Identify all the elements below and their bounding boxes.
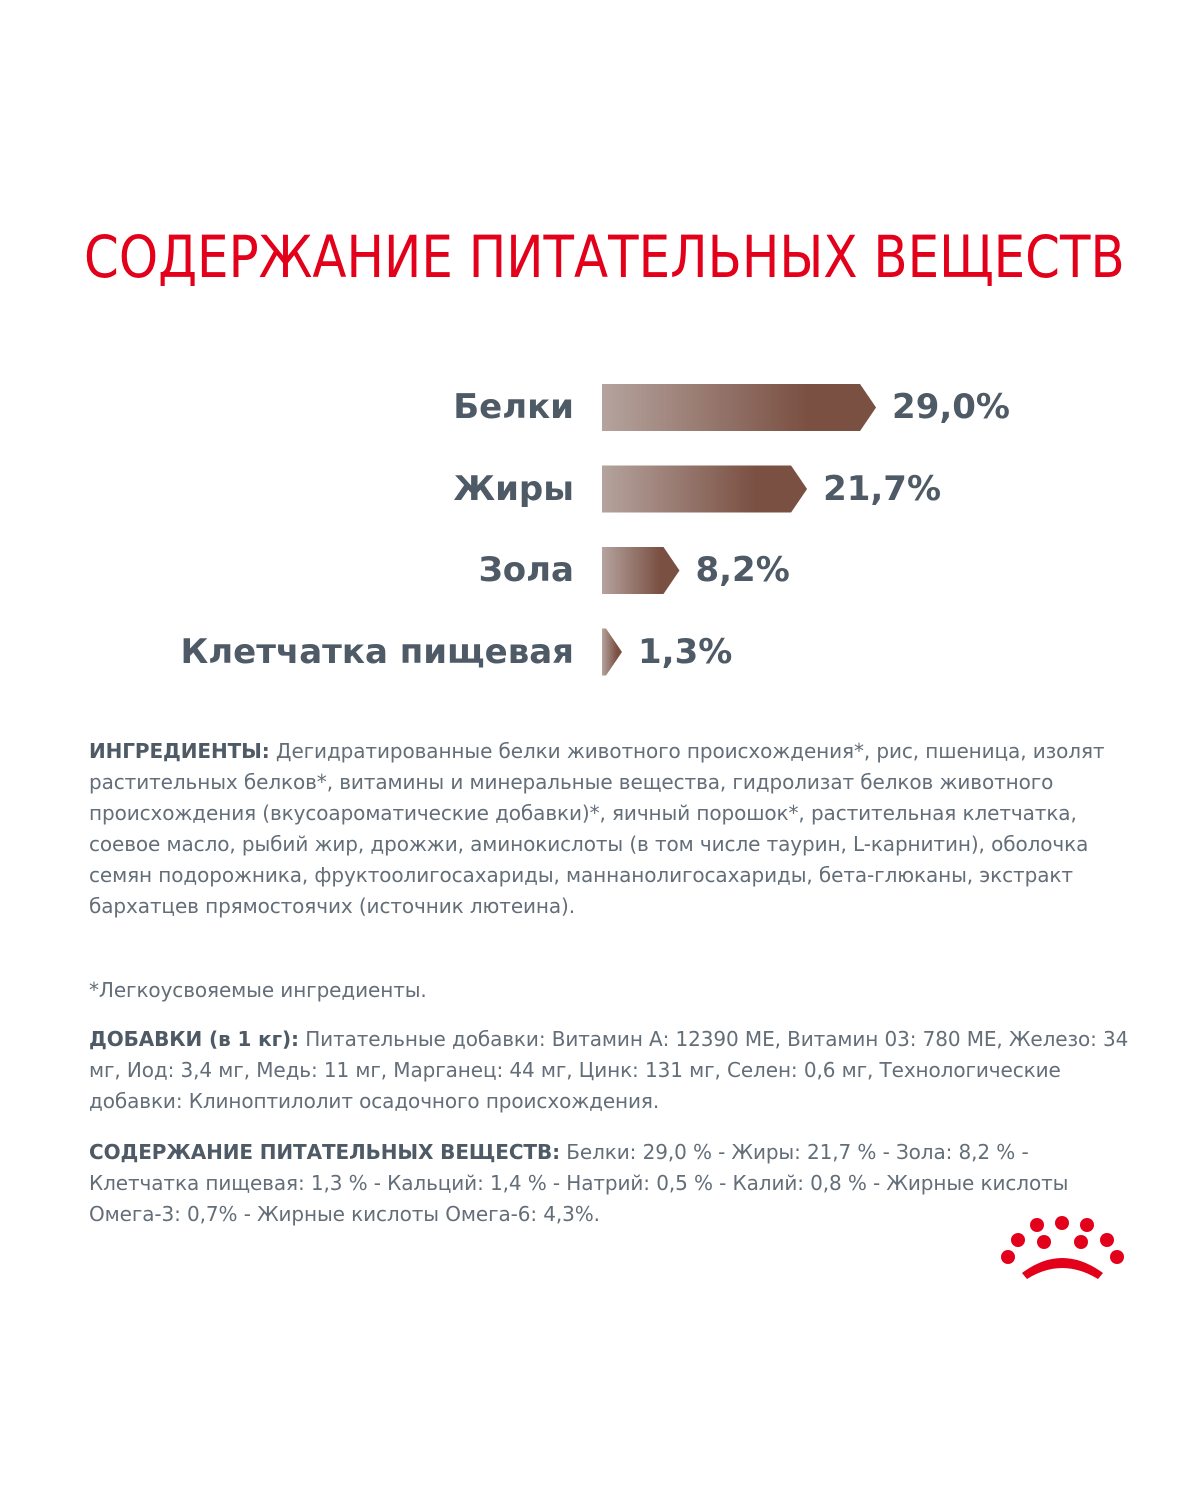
bar-label-4: Клетчатка пищевая bbox=[180, 631, 574, 672]
bar-label-3: Зола bbox=[478, 550, 574, 590]
additives-text: Питательные добавки: Витамин А: 12390 МЕ… bbox=[89, 1027, 1129, 1113]
nutrients-paragraph: СОДЕРЖАНИЕ ПИТАТЕЛЬНЫХ ВЕЩЕСТВ: Белки: 2… bbox=[89, 1137, 1129, 1230]
royal-canin-crown-icon bbox=[1001, 1216, 1124, 1279]
bar-4 bbox=[602, 628, 622, 676]
nutrients-label: СОДЕРЖАНИЕ ПИТАТЕЛЬНЫХ ВЕЩЕСТВ: bbox=[89, 1140, 561, 1164]
additives-label: ДОБАВКИ (в 1 кг): bbox=[89, 1027, 299, 1051]
bar-value-4: 1,3% bbox=[638, 631, 733, 672]
ingredients-paragraph: ИНГРЕДИЕНТЫ: Дегидратированные белки жив… bbox=[89, 736, 1129, 922]
bar-label-1: Белки bbox=[453, 387, 574, 427]
nutrient-chart: Белки 29,0% Жиры 21,7% Зола 8,2% Клетчатка пищ… bbox=[0, 0, 1200, 700]
bar-value-2: 21,7% bbox=[823, 468, 942, 509]
nutrients-text: Белки: 29,0 % - Жиры: 21,7 % - Зола: 8,2… bbox=[89, 1140, 1069, 1226]
bar-3 bbox=[602, 547, 680, 594]
ingredients-text: Дегидратированные белки животного происх… bbox=[89, 739, 1105, 918]
page-title: СОДЕРЖАНИЕ ПИТАТЕЛЬНЫХ ВЕЩЕСТВ bbox=[84, 223, 1125, 291]
footnote: *Легкоусвояемые ингредиенты. bbox=[89, 978, 427, 1002]
ingredients-label: ИНГРЕДИЕНТЫ: bbox=[89, 739, 270, 763]
bar-1 bbox=[602, 384, 877, 431]
additives-paragraph: ДОБАВКИ (в 1 кг): Питательные добавки: В… bbox=[89, 1024, 1129, 1117]
nutrient-bars-svg bbox=[602, 384, 877, 676]
bar-value-3: 8,2% bbox=[695, 550, 790, 590]
bar-label-2: Жиры bbox=[453, 468, 574, 509]
bar-value-1: 29,0% bbox=[892, 387, 1011, 427]
bar-2 bbox=[602, 465, 808, 513]
